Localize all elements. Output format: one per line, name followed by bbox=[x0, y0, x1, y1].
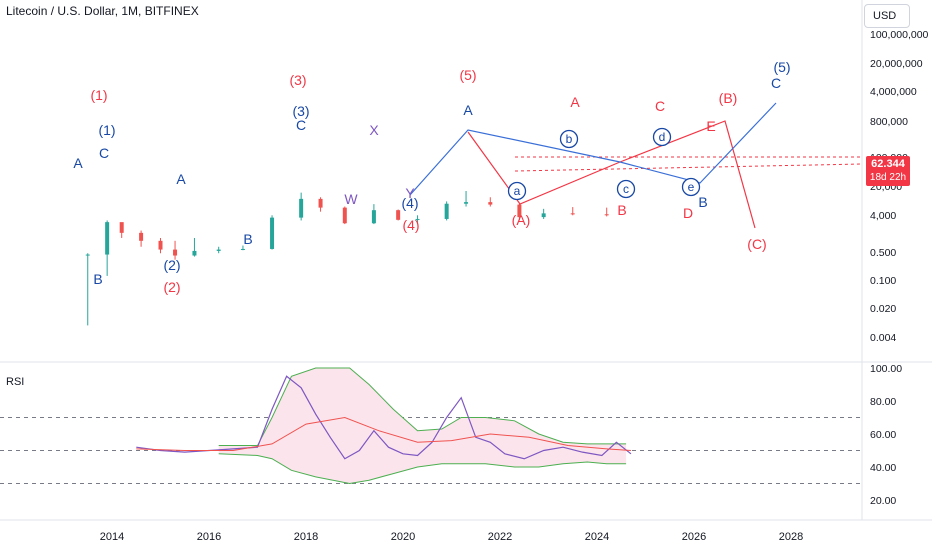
price-tick-label: 4,000 bbox=[870, 210, 896, 222]
circled-wave-label: a bbox=[514, 184, 521, 198]
wave-label-blue: (2) bbox=[163, 257, 180, 273]
wave-label-red: C bbox=[655, 98, 665, 114]
wave-label-purple: X bbox=[369, 122, 379, 138]
candle-body bbox=[604, 214, 609, 216]
candle-body bbox=[415, 218, 420, 220]
wave-label-red: (C) bbox=[747, 236, 766, 252]
time-tick-label: 2024 bbox=[585, 531, 609, 543]
circled-wave-label: d bbox=[659, 130, 666, 144]
price-tick-label: 100,000,000 bbox=[870, 29, 929, 41]
rsi-tick-label: 20.00 bbox=[870, 495, 896, 507]
rsi-tick-label: 60.00 bbox=[870, 429, 896, 441]
wave-label-blue: (1) bbox=[98, 122, 115, 138]
rsi-band-upper bbox=[218, 367, 627, 447]
circled-wave-marker bbox=[507, 181, 527, 201]
wave-label-red: (A) bbox=[512, 212, 531, 228]
wave-label-purple: W bbox=[344, 191, 358, 207]
circled-wave-label: e bbox=[688, 180, 695, 194]
time-tick-label: 2020 bbox=[391, 531, 415, 543]
wave-label-blue: B bbox=[93, 271, 102, 287]
wave-label-blue: (3) bbox=[292, 103, 309, 119]
candle-body bbox=[318, 198, 323, 208]
candle-body bbox=[299, 198, 304, 218]
wave-label-red: (3) bbox=[289, 72, 306, 88]
time-tick-label: 2016 bbox=[197, 531, 221, 543]
candle-body bbox=[371, 210, 376, 224]
circled-wave-label: c bbox=[623, 182, 629, 196]
price-tick-label: 0.020 bbox=[870, 303, 896, 315]
last-price-badge: 62.344 18d 22h bbox=[866, 156, 910, 186]
wave-label-red: E bbox=[706, 118, 715, 134]
rsi-pane-label: RSI bbox=[6, 376, 25, 388]
time-tick-label: 2018 bbox=[294, 531, 318, 543]
circled-wave-marker bbox=[559, 129, 579, 149]
rsi-tick-label: 80.00 bbox=[870, 396, 896, 408]
wave-label-red: (B) bbox=[719, 90, 738, 106]
rsi-ma-line bbox=[136, 416, 631, 451]
time-tick-label: 2026 bbox=[682, 531, 706, 543]
wave-label-red: (2) bbox=[163, 279, 180, 295]
currency-selector[interactable]: USD bbox=[864, 4, 910, 28]
candle-body bbox=[444, 203, 449, 219]
wave-label-blue: A bbox=[463, 102, 473, 118]
rsi-tick-label: 40.00 bbox=[870, 462, 896, 474]
circled-wave-label: b bbox=[566, 132, 573, 146]
candle-body bbox=[464, 202, 469, 204]
candle-body bbox=[240, 248, 245, 250]
wave-label-blue: (4) bbox=[401, 195, 418, 211]
candle-body bbox=[192, 250, 197, 256]
circled-wave-marker bbox=[681, 177, 701, 197]
candle-body bbox=[342, 207, 347, 224]
wave-label-blue: (5) bbox=[773, 59, 790, 75]
candle-body bbox=[570, 213, 575, 215]
wave-label-blue: A bbox=[176, 171, 186, 187]
candle-body bbox=[105, 222, 110, 255]
wave-label-red: (5) bbox=[459, 67, 476, 83]
wave-label-purple: Y bbox=[405, 185, 415, 201]
candle-body bbox=[488, 202, 493, 205]
circled-wave-marker bbox=[616, 179, 636, 199]
candle-body bbox=[270, 217, 275, 249]
bar-countdown: 18d 22h bbox=[869, 172, 907, 183]
price-tick-label: 0.500 bbox=[870, 247, 896, 259]
rsi-band-fill bbox=[218, 368, 627, 484]
price-tick-label: 4,000,000 bbox=[870, 86, 917, 98]
wave-label-blue: B bbox=[698, 194, 707, 210]
candle-body bbox=[541, 213, 546, 218]
wave-label-red: A bbox=[570, 94, 580, 110]
wave-label-red: D bbox=[683, 205, 693, 221]
wave-label-blue: C bbox=[99, 145, 109, 161]
candle-body bbox=[158, 240, 163, 250]
wave-label-red: (4) bbox=[402, 217, 419, 233]
time-tick-label: 2022 bbox=[488, 531, 512, 543]
rsi-band-lower bbox=[218, 453, 627, 485]
blue-wave-path bbox=[409, 102, 777, 196]
price-range-line bbox=[514, 163, 863, 172]
last-price-value: 62.344 bbox=[871, 158, 905, 170]
wave-label-blue: C bbox=[771, 75, 781, 91]
candle-body bbox=[85, 254, 90, 256]
wave-label-red: B bbox=[617, 202, 626, 218]
time-tick-label: 2028 bbox=[779, 531, 803, 543]
candle-body bbox=[119, 222, 124, 233]
chart-title: Litecoin / U.S. Dollar, 1M, BITFINEX bbox=[6, 4, 199, 18]
price-tick-label: 800,000 bbox=[870, 116, 908, 128]
candle-body bbox=[517, 204, 522, 218]
price-tick-label: 0.100 bbox=[870, 275, 896, 287]
candle-body bbox=[139, 232, 144, 241]
candle-body bbox=[216, 249, 221, 251]
candle-body bbox=[396, 210, 401, 220]
wave-label-blue: A bbox=[73, 155, 83, 171]
candle-body bbox=[173, 249, 178, 256]
wave-label-blue: B bbox=[243, 231, 252, 247]
wave-label-red: (1) bbox=[90, 87, 107, 103]
circled-wave-marker bbox=[652, 127, 672, 147]
rsi-tick-label: 100.00 bbox=[870, 363, 902, 375]
wave-label-blue: C bbox=[296, 117, 306, 133]
price-tick-label: 20,000,000 bbox=[870, 58, 923, 70]
time-tick-label: 2014 bbox=[100, 531, 124, 543]
price-tick-label: 0.004 bbox=[870, 332, 896, 344]
